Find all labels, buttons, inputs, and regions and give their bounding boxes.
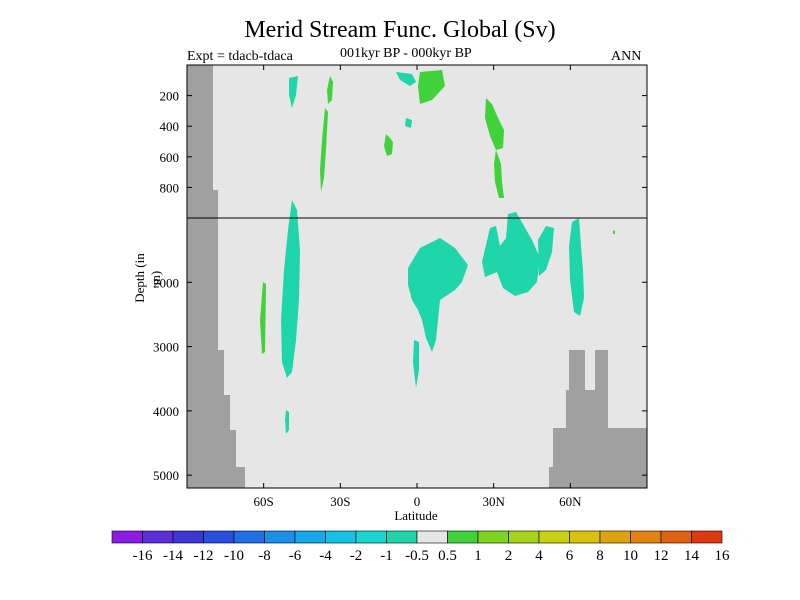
colorbar-swatch — [508, 530, 540, 544]
y-upper-tick-label: 600 — [160, 150, 180, 165]
time-range-label: 001kyr BP - 000kyr BP — [340, 46, 472, 61]
y-lower-tick-label: 5000 — [153, 468, 179, 483]
colorbar-swatch — [660, 530, 692, 544]
season-label: ANN — [611, 49, 642, 64]
colorbar-swatch — [386, 530, 418, 544]
colorbar-swatch — [538, 530, 570, 544]
contour-upper-nh3 — [494, 150, 504, 198]
x-tick-label: 30S — [330, 494, 350, 509]
y-axis: 200 400 600 800 2000 3000 4000 5000 — [153, 89, 647, 483]
colorbar-label: -12 — [194, 548, 214, 564]
colorbar-label: 14 — [684, 548, 700, 564]
colorbar-swatch — [325, 530, 357, 544]
colorbar: -16 -14 -12 -10 -8 -6 -4 -2 -1 -0.5 0.5 1 2 4 6 8 10 12 14… — [111, 530, 731, 564]
contour-upper-s2 — [327, 76, 333, 104]
colorbar-label: 10 — [623, 548, 638, 564]
colorbar-swatch — [416, 530, 448, 544]
colorbar-swatch — [294, 530, 326, 544]
contour-eq-spike — [413, 340, 419, 388]
experiment-label: Expt = tdacb-tdaca — [187, 49, 293, 64]
contour-north-deep — [482, 212, 540, 296]
contour-upper-eq — [396, 72, 416, 86]
colorbar-label: 8 — [596, 548, 604, 564]
colorbar-label: -1 — [380, 548, 393, 564]
colorbar-label: -4 — [319, 548, 332, 564]
y-upper-tick-label: 800 — [160, 180, 180, 195]
contour-upper-dot — [405, 118, 412, 128]
colorbar-swatch — [630, 530, 662, 544]
colorbar-swatch — [172, 530, 204, 544]
colorbar-label: 12 — [654, 548, 669, 564]
northern-land-mask — [549, 350, 647, 488]
colorbar-label: 1 — [474, 548, 482, 564]
y-lower-tick-label: 2000 — [153, 275, 179, 290]
colorbar-swatch — [599, 530, 631, 544]
contour-upper-nh2 — [485, 98, 504, 150]
x-tick-label: 30N — [482, 494, 505, 509]
y-axis-label: Depth (in m) — [132, 253, 163, 303]
x-axis: 60S 30S 0 30N 60N — [254, 65, 582, 509]
contour-deep-s — [260, 282, 266, 354]
colorbar-label: -8 — [258, 548, 271, 564]
colorbar-swatch — [477, 530, 509, 544]
x-tick-label: 60S — [254, 494, 274, 509]
southern-land-mask — [187, 65, 245, 488]
contour-upper-s — [289, 76, 298, 108]
contour-north-60 — [569, 218, 584, 316]
contour-upper-s4 — [384, 134, 393, 156]
y-upper-tick-label: 200 — [160, 89, 180, 104]
x-tick-label: 60N — [559, 494, 582, 509]
colorbar-label: 6 — [566, 548, 574, 564]
contour-north-deep-2 — [538, 226, 554, 276]
colorbar-swatch — [142, 530, 174, 544]
colorbar-label: 4 — [535, 548, 543, 564]
contour-upper-s3 — [320, 108, 328, 192]
contour-upper-nh1 — [418, 70, 445, 104]
colorbar-label: 0.5 — [438, 548, 457, 564]
colorbar-swatch — [355, 530, 387, 544]
colorbar-swatch — [233, 530, 265, 544]
colorbar-label: -6 — [289, 548, 302, 564]
x-tick-label: 0 — [414, 494, 421, 509]
colorbar-label: -0.5 — [405, 548, 429, 564]
chart-title: Merid Stream Func. Global (Sv) — [244, 17, 556, 43]
y-lower-tick-label: 4000 — [153, 404, 179, 419]
colorbar-label: 2 — [505, 548, 513, 564]
y-upper-tick-label: 400 — [160, 119, 180, 134]
colorbar-swatch — [447, 530, 479, 544]
colorbar-swatch — [569, 530, 601, 544]
colorbar-swatch — [203, 530, 235, 544]
land-mask — [187, 65, 647, 488]
colorbar-label: -2 — [350, 548, 363, 564]
contour-far-n — [613, 230, 615, 234]
colorbar-label: -10 — [224, 548, 244, 564]
negative-contours — [281, 72, 584, 434]
colorbar-label: -14 — [163, 548, 183, 564]
colorbar-swatch — [691, 530, 723, 544]
colorbar-label: -16 — [133, 548, 153, 564]
y-lower-tick-label: 3000 — [153, 340, 179, 355]
colorbar-swatch — [111, 530, 143, 544]
x-axis-label: Latitude — [394, 508, 438, 523]
contour-eq-deep — [408, 238, 468, 352]
colorbar-swatch — [264, 530, 296, 544]
contour-south-deep — [281, 200, 300, 378]
contour-south-abyss — [285, 410, 289, 434]
positive-contours — [260, 70, 615, 354]
colorbar-label: 16 — [715, 548, 731, 564]
